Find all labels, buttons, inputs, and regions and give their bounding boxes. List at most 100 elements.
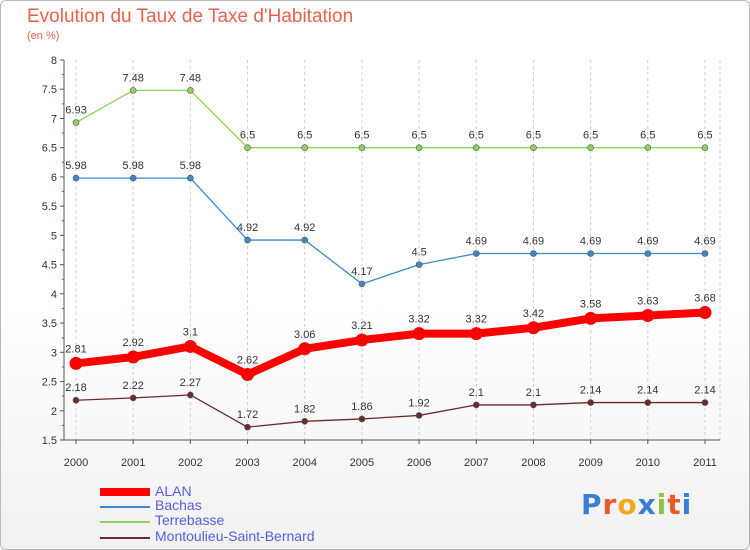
data-label: 7.48 [180,72,201,84]
data-point [701,250,709,257]
data-label: 3.68 [694,293,715,305]
y-tick-label: 4.5 [42,260,57,272]
y-tick-label: 2.5 [42,377,57,389]
data-label: 1.86 [351,401,372,413]
x-tick-label: 2011 [693,457,717,469]
data-point [187,87,194,94]
data-point [415,144,423,151]
data-point [358,144,366,151]
data-point [644,399,652,406]
data-label: 2.14 [637,385,658,397]
data-label: 4.69 [637,236,658,248]
data-label: 1.92 [408,397,429,409]
data-label: 3.63 [637,295,658,307]
data-point [187,391,194,399]
legend-label-alan: ALAN [155,483,192,499]
data-label: 6.5 [583,130,598,142]
data-point [244,423,251,431]
legend-item-terrebasse: Terrebasse [100,512,400,529]
data-label: 4.92 [237,222,258,234]
legend-item-alan: ALAN [100,483,400,500]
data-label: 6.5 [411,130,426,142]
data-point [301,417,309,425]
y-tick-label: 1.5 [42,435,57,447]
chart-subtitle: (en %) [27,30,60,42]
data-label: 4.5 [411,247,426,259]
data-point [641,308,655,322]
x-tick-label: 2002 [178,457,202,469]
data-point [72,119,80,126]
y-tick-label: 3 [51,347,57,359]
data-point [587,144,594,151]
data-label: 5.98 [122,160,143,172]
data-point [415,412,423,419]
data-point [129,394,137,402]
data-label: 3.32 [408,314,429,326]
data-label: 4.69 [694,236,715,248]
data-point [472,250,480,257]
data-point [644,144,652,151]
data-label: 1.82 [294,403,315,415]
data-label: 3.21 [351,320,372,332]
data-label: 6.5 [240,130,255,142]
y-tick-label: 7 [51,113,57,125]
data-label: 6.5 [354,130,369,142]
data-point [187,174,194,182]
data-label: 2.81 [65,343,86,355]
data-point [584,311,598,325]
data-point [241,368,255,382]
data-point [72,396,80,404]
x-tick-label: 2008 [521,457,545,469]
data-label: 3.06 [294,329,315,341]
data-label: 4.17 [351,266,372,278]
y-tick-label: 4 [51,289,57,301]
data-point [701,399,709,406]
data-point [126,350,140,364]
data-point [72,174,80,182]
data-point [412,327,426,341]
data-label: 2.27 [180,377,201,389]
x-tick-label: 2007 [464,457,488,469]
y-tick-label: 8 [51,55,57,67]
x-tick-label: 2000 [64,457,88,469]
y-tick-label: 6.5 [42,143,57,155]
data-label: 3.32 [466,314,487,326]
x-tick-label: 2005 [350,457,374,469]
data-point [298,342,312,356]
x-tick-label: 2010 [636,457,660,469]
data-point [530,401,537,409]
data-point [472,401,480,409]
legend-item-bachas: Bachas [100,497,400,514]
data-point [358,280,366,288]
data-label: 5.98 [180,160,201,172]
data-label: 6.5 [297,130,312,142]
data-label: 2.14 [694,385,715,397]
y-tick-label: 2 [51,406,57,418]
y-tick-label: 5 [51,230,57,242]
data-label: 2.1 [469,387,484,399]
data-label: 2.14 [580,385,601,397]
data-label: 2.92 [122,337,143,349]
y-tick-label: 3.5 [42,318,57,330]
data-point [701,144,709,151]
legend-swatch-bachas [100,506,150,508]
data-label: 2.22 [122,380,143,392]
data-label: 5.98 [65,160,86,172]
data-label: 2.18 [65,382,86,394]
data-point [469,327,483,341]
legend-swatch-terrebasse [100,521,150,523]
data-label: 3.42 [523,308,544,320]
y-tick-label: 6 [51,172,57,184]
data-label: 4.69 [523,236,544,248]
y-tick-label: 7.5 [42,84,57,96]
data-label: 6.5 [697,130,712,142]
data-point [69,356,83,370]
data-label: 4.92 [294,222,315,234]
data-point [644,250,652,257]
x-tick-label: 2004 [292,457,316,469]
data-label: 7.48 [122,72,143,84]
data-point [530,250,537,257]
data-label: 6.93 [65,105,86,117]
data-point [415,261,423,268]
